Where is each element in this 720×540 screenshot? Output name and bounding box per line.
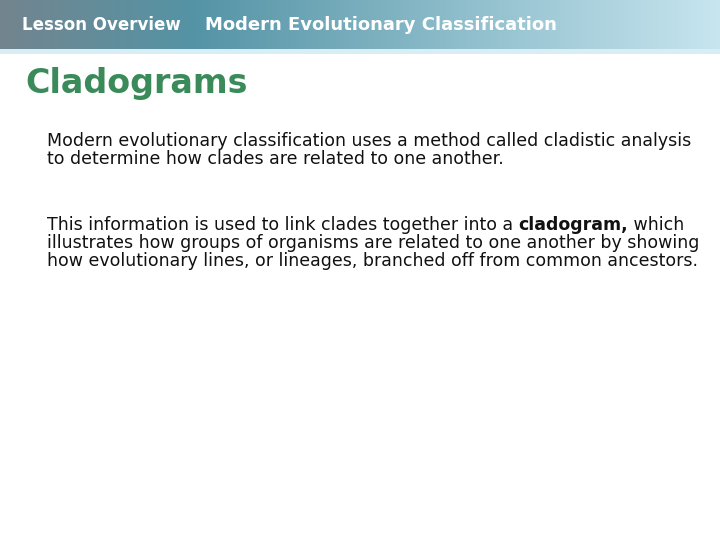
Text: to determine how clades are related to one another.: to determine how clades are related to o… bbox=[47, 151, 503, 168]
Text: Modern evolutionary classification uses a method called cladistic analysis: Modern evolutionary classification uses … bbox=[47, 132, 691, 150]
Text: illustrates how groups of organisms are related to one another by showing: illustrates how groups of organisms are … bbox=[47, 234, 699, 252]
Text: Cladograms: Cladograms bbox=[25, 68, 248, 100]
Text: Modern Evolutionary Classification: Modern Evolutionary Classification bbox=[205, 16, 557, 34]
Text: which: which bbox=[628, 216, 684, 234]
Text: cladogram,: cladogram, bbox=[518, 216, 628, 234]
Text: how evolutionary lines, or lineages, branched off from common ancestors.: how evolutionary lines, or lineages, bra… bbox=[47, 252, 698, 270]
Text: This information is used to link clades together into a: This information is used to link clades … bbox=[47, 216, 518, 234]
Text: Lesson Overview: Lesson Overview bbox=[22, 16, 180, 34]
